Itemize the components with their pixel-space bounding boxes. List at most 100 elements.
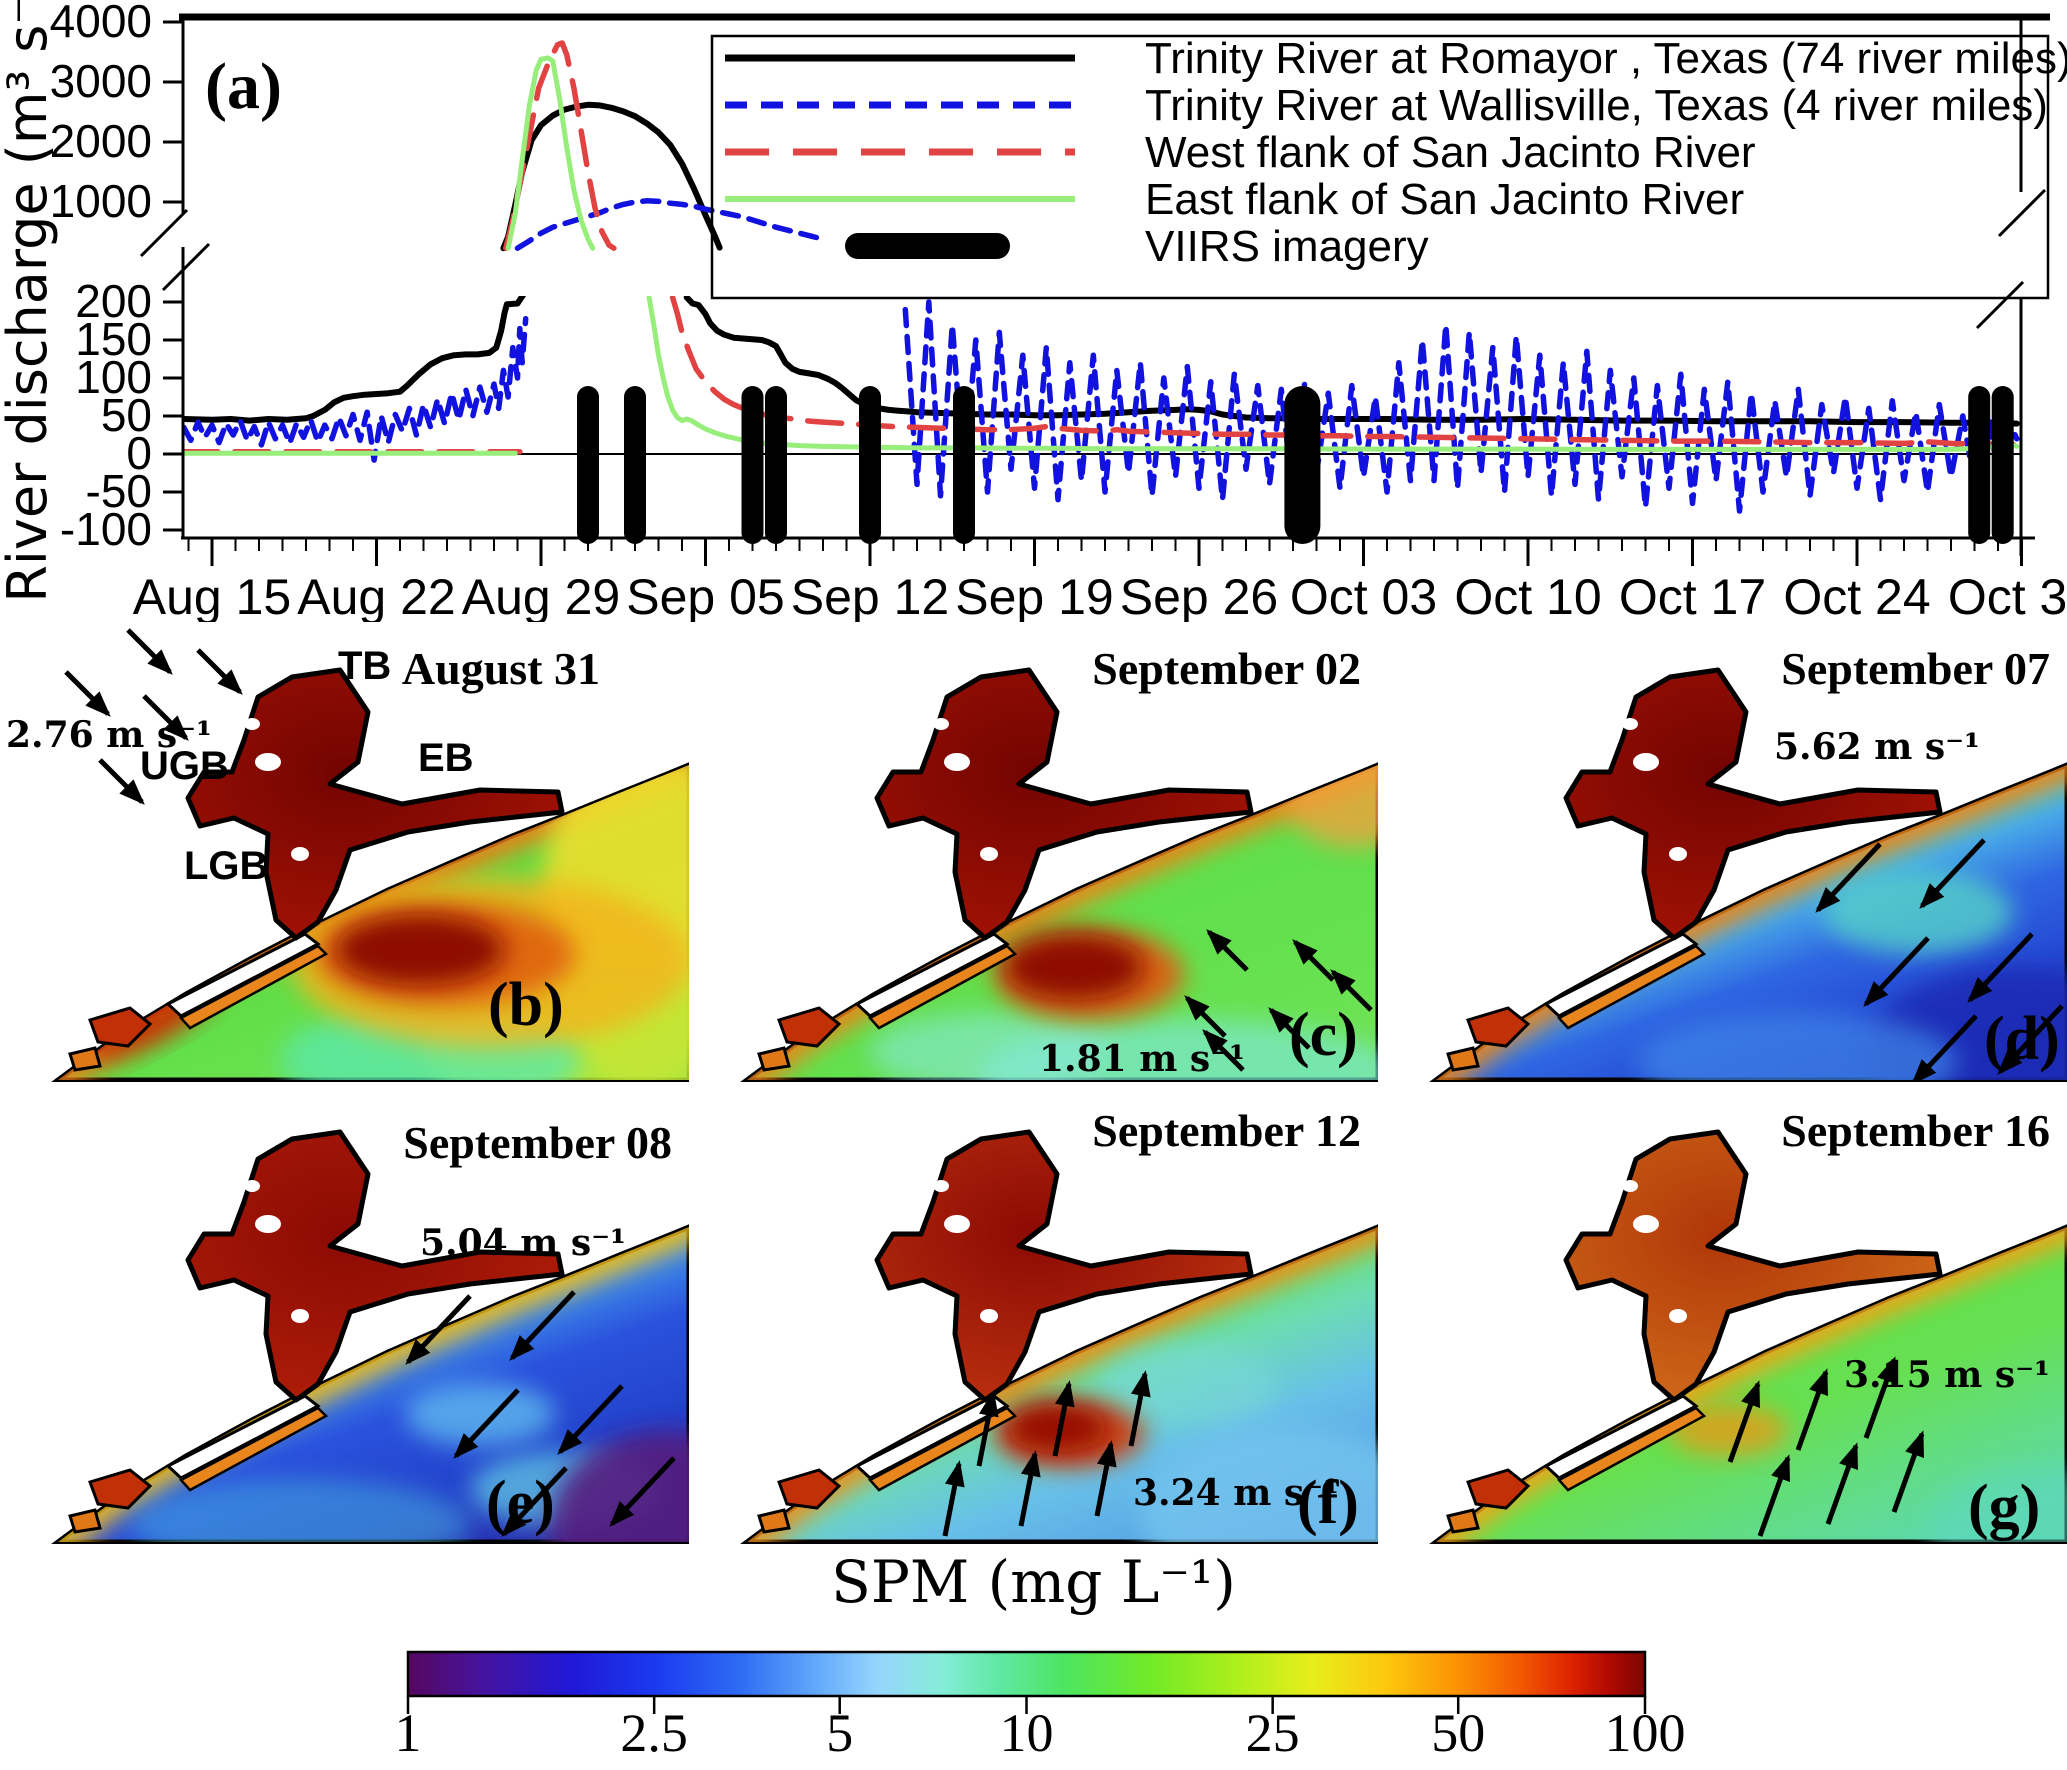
bay-label-tb: TB xyxy=(338,644,392,688)
series-line xyxy=(683,296,2020,427)
barrier-island xyxy=(1556,1406,1707,1492)
colorbar-tick-label: 100 xyxy=(1604,1703,1686,1763)
spm-blob xyxy=(130,1479,470,1542)
panel-letter: (d) xyxy=(1984,1005,2060,1073)
galveston-bay xyxy=(1563,1129,1943,1403)
no-data-speckle xyxy=(1669,847,1687,861)
colorbar-tick-label: 2.5 xyxy=(620,1703,688,1763)
wind-arrow-icon xyxy=(1268,1007,1311,1050)
map-panel-f: September 12 3.24 m s⁻¹ (f) xyxy=(689,1084,1378,1544)
x-tick-label: Oct 03 xyxy=(1290,569,1437,622)
wind-arrow-icon xyxy=(557,1384,624,1455)
barrier-island xyxy=(1556,944,1707,1030)
galveston-bay xyxy=(185,667,565,941)
viirs-imagery-bar xyxy=(953,386,975,544)
coastal-patch xyxy=(68,1046,102,1072)
x-tick-label: Sep 05 xyxy=(626,569,784,622)
spm-map-g xyxy=(1378,1084,2067,1544)
no-data-speckle xyxy=(980,847,998,861)
wind-arrow-icon xyxy=(1202,1029,1245,1072)
wind-arrow-icon xyxy=(453,1388,520,1459)
colorbar-title: SPM (mg L⁻¹) xyxy=(831,1548,1236,1616)
legend-sample-viirs xyxy=(845,233,1010,259)
y-tick-label: 3000 xyxy=(50,55,152,107)
series-line xyxy=(514,198,826,251)
lagoon-strip xyxy=(1543,1394,1699,1480)
no-data-speckle xyxy=(944,1215,970,1233)
no-data-speckle xyxy=(291,1309,309,1323)
viirs-imagery-bar xyxy=(1968,386,1991,544)
series-line xyxy=(505,55,596,251)
spm-blob xyxy=(405,1382,555,1446)
no-data-speckle xyxy=(244,1180,260,1192)
viirs-imagery-bar xyxy=(1991,386,2014,544)
panel-letter: (f) xyxy=(1297,1469,1359,1537)
viirs-imagery-bar xyxy=(624,386,646,544)
colorbar-tick-label: 1 xyxy=(394,1703,422,1763)
y-tick-label: -50 xyxy=(86,465,152,517)
coastal-patch xyxy=(777,1468,842,1510)
no-data-speckle xyxy=(255,1215,281,1233)
series-line xyxy=(183,296,527,424)
coastal-patch xyxy=(757,1508,791,1534)
legend-label: VIIRS imagery xyxy=(1145,222,1429,271)
bay-label-lgb: LGB xyxy=(184,844,269,888)
legend-box xyxy=(710,34,2050,300)
axis-line xyxy=(139,208,189,258)
map-date-title: August 31 xyxy=(401,643,600,694)
viirs-imagery-bar xyxy=(741,386,764,544)
axis-line xyxy=(1975,280,2025,330)
wind-arrow-icon xyxy=(1891,1430,1925,1513)
x-tick-label: Sep 26 xyxy=(1120,569,1278,622)
bay-label-ugb: UGB xyxy=(140,744,229,788)
coastal-patch xyxy=(1446,1046,1480,1072)
panel-letter: (g) xyxy=(1968,1473,2041,1541)
x-tick-label: Sep 19 xyxy=(955,569,1113,622)
viirs-imagery-bar xyxy=(859,386,881,544)
wind-arrow-icon xyxy=(64,670,111,717)
wind-arrow-icon xyxy=(1727,1380,1761,1463)
wind-arrow-icon xyxy=(1018,1450,1041,1527)
map-date-title: September 16 xyxy=(1781,1105,2050,1156)
no-data-speckle xyxy=(933,718,949,730)
x-tick-label: Aug 15 xyxy=(133,569,291,622)
map-panel-c: September 02 1.81 m s⁻¹ (c) xyxy=(689,622,1378,1082)
series-line xyxy=(500,101,723,252)
wind-arrow-icon xyxy=(509,1290,576,1361)
coastal-patch xyxy=(777,1006,842,1048)
wind-arrow-icon xyxy=(1757,1454,1791,1537)
lagoon-strip xyxy=(854,932,1010,1018)
spm-map-c xyxy=(689,622,1378,1082)
series-line xyxy=(503,40,617,251)
lagoon-strip xyxy=(165,932,321,1018)
wind-arrow-icon xyxy=(1911,1014,1978,1082)
map-date-title: September 07 xyxy=(1781,643,2050,694)
wind-arrow-icon xyxy=(1292,939,1335,982)
galveston-bay xyxy=(1563,667,1943,941)
panel-letter: (c) xyxy=(1289,1001,1358,1069)
wind-arrow-icon xyxy=(98,758,145,805)
wind-speed-label: 5.04 m s⁻¹ xyxy=(420,1222,626,1264)
legend-label: East flank of San Jacinto River xyxy=(1145,175,1744,224)
lagoon-strip xyxy=(854,1394,1010,1480)
map-panel-b: August 31 2.76 m s⁻¹ (b) TB UGB EB LGB xyxy=(0,622,689,1082)
coastal-patch xyxy=(88,1468,153,1510)
y-tick-label: 150 xyxy=(75,313,152,365)
x-tick-label: Oct 31 xyxy=(1948,569,2067,622)
x-tick-label: Oct 17 xyxy=(1619,569,1766,622)
series-line xyxy=(183,315,529,463)
coastal-patch xyxy=(1466,1468,1531,1510)
wind-speed-label: 5.62 m s⁻¹ xyxy=(1774,726,1980,768)
x-tick-label: Aug 29 xyxy=(462,569,620,622)
spm-blob xyxy=(1004,934,1144,1000)
spm-blob xyxy=(1928,1469,2067,1542)
barrier-island xyxy=(178,944,329,1030)
spm-blob xyxy=(1638,1012,1958,1080)
wind-arrow-icon xyxy=(1795,1368,1829,1451)
spm-blob xyxy=(1139,1429,1378,1542)
wind-arrow-icon xyxy=(501,1466,568,1537)
wind-arrow-icon xyxy=(942,1460,965,1537)
lagoon-strip xyxy=(165,1394,321,1480)
spm-map-e xyxy=(0,1084,689,1544)
